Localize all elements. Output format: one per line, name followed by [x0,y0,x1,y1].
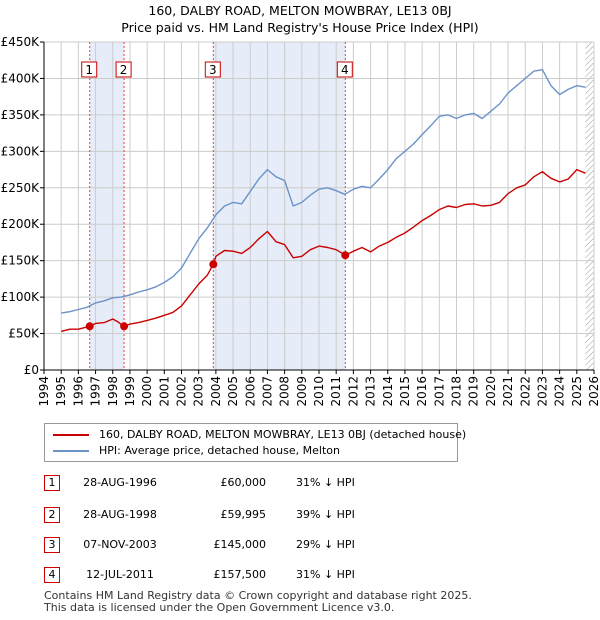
x-tick-label: 1998 [106,376,120,407]
shaded-span [213,42,346,370]
x-tick-label: 2017 [432,376,446,407]
x-tick-label: 2026 [587,376,600,407]
x-tick-label: 2005 [226,376,240,407]
y-tick-label: £350K [1,108,41,122]
x-tick-label: 2003 [192,376,206,407]
table-row: 1 28-AUG-1996 £60,000 31% ↓ HPI [0,475,600,493]
transaction-date: 28-AUG-1996 [83,476,157,489]
sale-label-box [204,61,221,78]
transaction-date: 12-JUL-2011 [86,568,154,581]
sale-label-box [115,61,132,78]
y-tick-label: £250K [1,181,41,195]
x-tick-label: 2004 [209,376,223,407]
x-tick-label: 2020 [484,376,498,407]
legend-swatch-property [53,434,89,436]
chart-subtitle: Price paid vs. HM Land Registry's House … [121,20,479,35]
transaction-price: £59,995 [220,508,267,521]
future-hatch [585,42,594,370]
legend-label-hpi: HPI: Average price, detached house, Melt… [99,444,340,457]
x-tick-label: 2009 [295,376,309,407]
price-chart: 1 2 3 4 £0 £50K £100K £150K £200K £250K £300K £350… [1,35,600,407]
hpi-line [61,68,586,314]
x-tick-label: 2002 [175,376,189,407]
x-tick-label: 1994 [37,376,51,407]
transaction-hpi: 31% ↓ HPI [296,568,355,581]
x-tick-label: 2014 [381,376,395,407]
x-tick-label: 2000 [140,376,154,407]
sale-label-box [81,61,98,78]
sale-point [341,251,350,260]
property-price-line [61,168,586,333]
x-tick-label: 2011 [329,376,343,407]
x-tick-label: 2015 [398,376,412,407]
transaction-hpi: 31% ↓ HPI [296,476,355,489]
x-tick-label: 2025 [570,376,584,407]
x-tick-label: 2013 [364,376,378,407]
sale-point [209,260,218,269]
transaction-date: 07-NOV-2003 [83,538,157,551]
transaction-number: 1 [44,475,60,491]
x-tick-label: 2008 [278,376,292,407]
sale-label: 4 [341,63,349,77]
y-tick-label: £450K [1,35,41,49]
table-row: 4 12-JUL-2011 £157,500 31% ↓ HPI [0,567,600,585]
transaction-hpi: 39% ↓ HPI [296,508,355,521]
transaction-price: £145,000 [213,538,267,551]
footer-copyright: Contains HM Land Registry data © Crown c… [44,589,472,602]
y-tick-label: £100K [1,290,41,304]
legend-swatch-hpi [53,450,89,452]
x-tick-label: 1995 [54,376,68,407]
transaction-number: 4 [44,567,60,583]
transaction-price: £157,500 [213,568,267,581]
x-tick-label: 2006 [243,376,257,407]
table-row: 2 28-AUG-1998 £59,995 39% ↓ HPI [0,507,600,525]
x-tick-label: 2019 [467,376,481,407]
x-tick-label: 2012 [346,376,360,407]
y-tick-label: £400K [1,71,41,85]
x-tick-label: 2007 [260,376,274,407]
x-tick-label: 2022 [518,376,532,407]
chart-title: 160, DALBY ROAD, MELTON MOWBRAY, LE13 0B… [148,3,452,18]
sale-label: 1 [85,63,93,77]
y-tick-label: £0 [24,363,39,377]
x-tick-label: 2024 [553,376,567,407]
transaction-hpi: 29% ↓ HPI [296,538,355,551]
transaction-date: 28-AUG-1998 [83,508,157,521]
sale-point [85,322,94,331]
sale-point [120,322,129,331]
x-tick-label: 2001 [157,376,171,407]
sale-label: 2 [120,63,128,77]
y-tick-label: £150K [1,254,41,268]
x-tick-label: 2010 [312,376,326,407]
legend: 160, DALBY ROAD, MELTON MOWBRAY, LE13 0B… [44,423,466,462]
table-row: 3 07-NOV-2003 £145,000 29% ↓ HPI [0,537,600,555]
x-tick-label: 2018 [450,376,464,407]
sale-label-box [336,61,353,78]
transaction-number: 3 [44,537,60,553]
y-tick-label: £200K [1,217,41,231]
footer-licence: This data is licensed under the Open Gov… [44,601,395,614]
x-tick-label: 1999 [123,376,137,407]
x-tick-label: 1996 [71,376,85,407]
transaction-price: £60,000 [220,476,267,489]
x-tick-label: 2023 [535,376,549,407]
y-tick-label: £300K [1,144,41,158]
x-tick-label: 2016 [415,376,429,407]
legend-label-property: 160, DALBY ROAD, MELTON MOWBRAY, LE13 0B… [99,428,467,441]
x-tick-label: 1997 [89,376,103,407]
x-tick-label: 2021 [501,376,515,407]
transaction-number: 2 [44,507,60,523]
y-tick-label: £50K [8,327,40,341]
sale-label: 3 [209,63,217,77]
